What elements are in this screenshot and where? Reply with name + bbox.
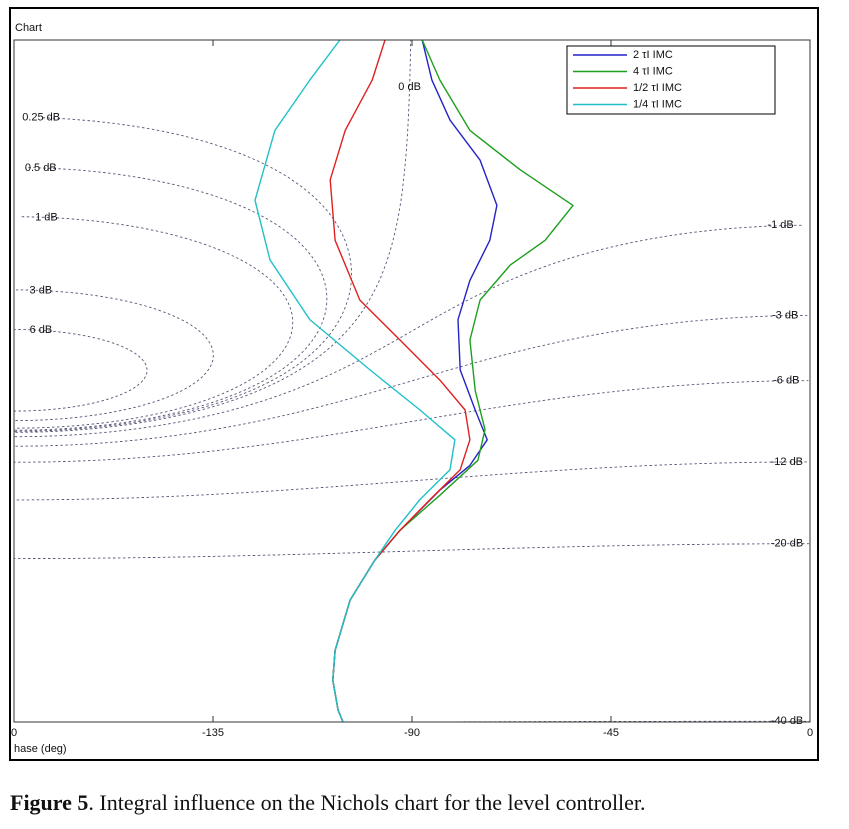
legend-box — [566, 45, 776, 115]
contour-label: -6 dB — [773, 375, 799, 387]
x-tick-label: 0 — [11, 727, 17, 739]
m-contour — [14, 380, 809, 463]
caption-label: Figure 5 — [10, 790, 89, 815]
contour-label: 1 dB — [35, 211, 58, 223]
contour-label: 6 dB — [30, 324, 53, 336]
m-contour — [14, 461, 809, 501]
contour-label: 0.25 dB — [22, 112, 60, 124]
contour-label: 0 dB — [398, 81, 421, 93]
frame — [9, 7, 819, 761]
x-tick-label: -90 — [404, 727, 420, 739]
m-contour — [14, 216, 294, 429]
m-contour — [14, 117, 352, 432]
m-contour — [14, 167, 328, 431]
caption-text: . Integral influence on the Nichols char… — [88, 790, 646, 815]
contour-label: 3 dB — [30, 284, 53, 296]
legend-label: 1/4 τI IMC — [633, 98, 682, 110]
legend-label: 4 τI IMC — [633, 65, 673, 77]
legend-label: 1/2 τI IMC — [633, 82, 682, 94]
contour-label: -3 dB — [772, 309, 798, 321]
chart: Chart hase (deg) 0 -135 -90 -45 0 0 dB 0.25 dB… — [9, 7, 819, 761]
contour-label: -20 dB — [771, 538, 803, 550]
contour-label: -12 dB — [771, 456, 803, 468]
series-lines — [254, 40, 574, 722]
x-tick-label: 0 — [807, 727, 813, 739]
series-line — [254, 40, 456, 722]
m-contour — [14, 314, 808, 447]
chart-title: Chart — [15, 22, 42, 34]
m-contour — [14, 224, 803, 438]
plot-border — [13, 39, 811, 723]
contours — [14, 40, 810, 722]
legend-label: 2 τI IMC — [633, 49, 673, 61]
foreground: 0 -135 -90 -45 0 0 dB 0.25 dB 0.5 dB 1 dB 3 dB 6 d… — [11, 40, 813, 739]
m-contour — [14, 40, 412, 433]
x-tick-label: -45 — [603, 727, 619, 739]
x-tick-label: -135 — [202, 727, 224, 739]
contour-label: -1 dB — [767, 219, 793, 231]
x-axis-label: hase (deg) — [14, 743, 67, 755]
contour-label: -40 dB — [771, 715, 803, 727]
caption: Figure 5. Integral influence on the Nich… — [10, 790, 646, 816]
contour-label: 0.5 dB — [25, 162, 57, 174]
